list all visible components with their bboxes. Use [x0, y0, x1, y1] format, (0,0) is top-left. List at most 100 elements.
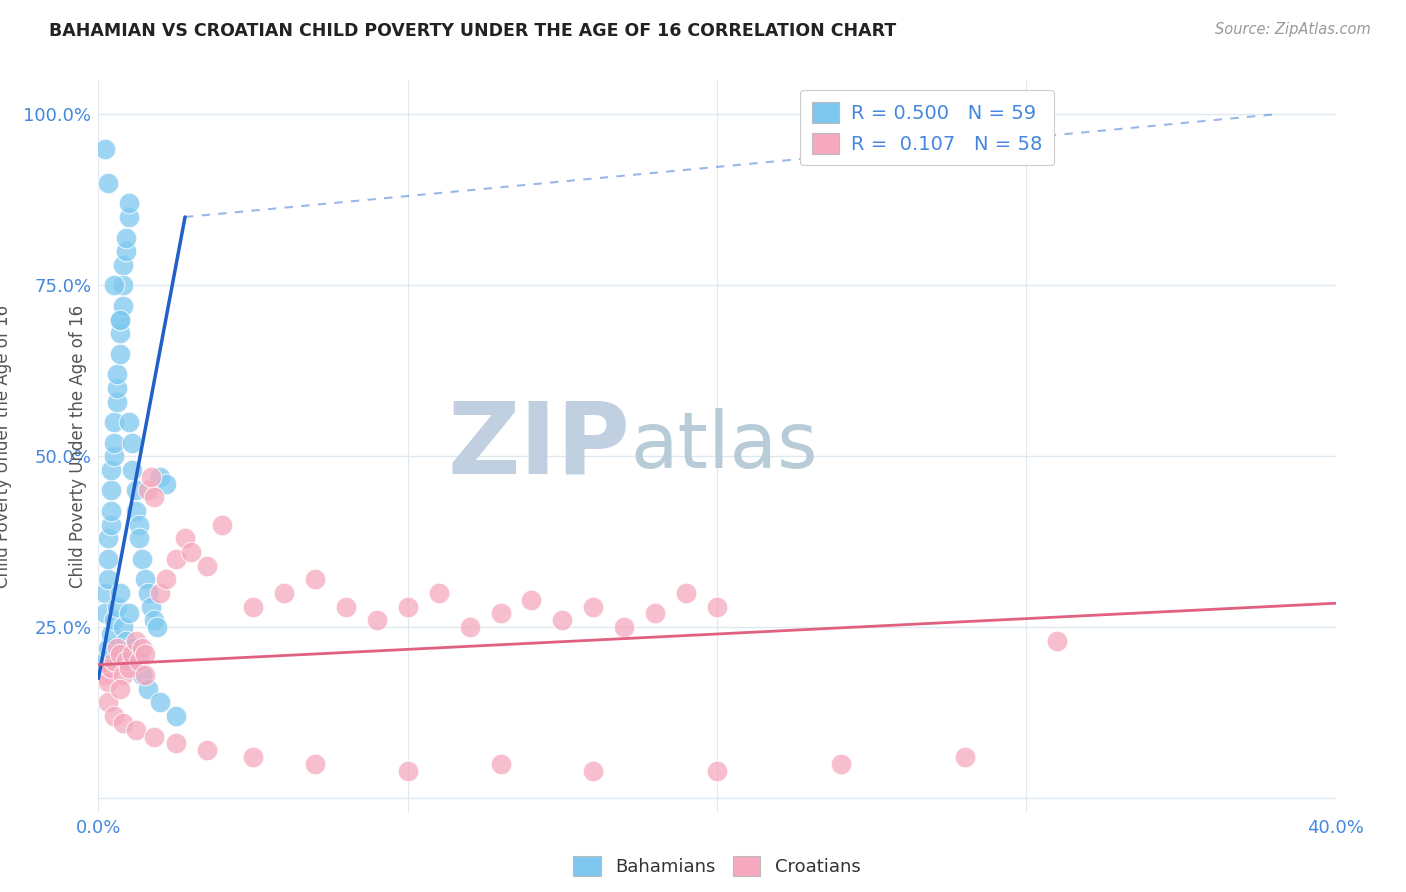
Point [118, 607, 141, 621]
Point [105, 381, 128, 395]
Point [112, 278, 135, 293]
Point [143, 613, 166, 627]
Point [335, 599, 357, 614]
Point [97, 176, 120, 190]
Point [195, 558, 218, 573]
Point [97, 551, 120, 566]
Point [108, 681, 131, 696]
Point [134, 668, 156, 682]
Point [953, 750, 976, 764]
Point [108, 312, 131, 326]
Point [112, 299, 135, 313]
Point [149, 469, 172, 483]
Point [105, 368, 128, 382]
Point [149, 586, 172, 600]
Point [706, 599, 728, 614]
Point [108, 312, 131, 326]
Point [146, 620, 169, 634]
Point [93, 668, 115, 682]
Point [97, 674, 120, 689]
Point [304, 572, 326, 586]
Point [112, 668, 135, 682]
Point [121, 648, 143, 662]
Point [304, 756, 326, 771]
Point [131, 551, 153, 566]
Point [165, 709, 187, 723]
Point [108, 586, 131, 600]
Point [136, 483, 159, 498]
Point [366, 613, 388, 627]
Point [124, 504, 146, 518]
Point [180, 545, 202, 559]
Point [551, 613, 574, 627]
Point [136, 681, 159, 696]
Point [118, 210, 141, 224]
Point [124, 483, 146, 498]
Y-axis label: Child Poverty Under the Age of 16: Child Poverty Under the Age of 16 [0, 304, 13, 588]
Point [93, 654, 115, 668]
Point [143, 730, 166, 744]
Point [134, 648, 156, 662]
Point [105, 394, 128, 409]
Point [100, 517, 122, 532]
Point [520, 592, 543, 607]
Point [108, 648, 131, 662]
Point [396, 764, 419, 778]
Point [115, 633, 138, 648]
Point [706, 764, 728, 778]
Point [100, 504, 122, 518]
Point [124, 723, 146, 737]
Point [131, 640, 153, 655]
Point [139, 469, 162, 483]
Point [427, 586, 450, 600]
Point [115, 244, 138, 259]
Point [149, 695, 172, 709]
Point [115, 654, 138, 668]
Text: Source: ZipAtlas.com: Source: ZipAtlas.com [1215, 22, 1371, 37]
Point [396, 599, 419, 614]
Point [211, 517, 233, 532]
Point [489, 607, 512, 621]
Point [136, 586, 159, 600]
Point [112, 258, 135, 272]
Point [97, 640, 120, 655]
Point [1046, 633, 1069, 648]
Point [644, 607, 666, 621]
Point [582, 599, 605, 614]
Point [134, 572, 156, 586]
Point [242, 599, 264, 614]
Point [103, 435, 125, 450]
Text: ZIP: ZIP [447, 398, 630, 494]
Point [143, 490, 166, 504]
Point [103, 278, 125, 293]
Point [139, 599, 162, 614]
Point [97, 695, 120, 709]
Point [118, 196, 141, 211]
Point [105, 599, 128, 614]
Point [97, 572, 120, 586]
Point [121, 640, 143, 655]
Point [489, 756, 512, 771]
Point [103, 709, 125, 723]
Point [128, 517, 150, 532]
Point [97, 531, 120, 545]
Point [128, 654, 150, 668]
Point [100, 463, 122, 477]
Point [675, 586, 697, 600]
Point [195, 743, 218, 757]
Legend: Bahamians, Croatians: Bahamians, Croatians [567, 849, 868, 883]
Point [121, 463, 143, 477]
Text: BAHAMIAN VS CROATIAN CHILD POVERTY UNDER THE AGE OF 16 CORRELATION CHART: BAHAMIAN VS CROATIAN CHILD POVERTY UNDER… [49, 22, 897, 40]
Point [121, 435, 143, 450]
Point [112, 620, 135, 634]
Point [103, 654, 125, 668]
Point [100, 483, 122, 498]
Point [103, 415, 125, 429]
Point [108, 326, 131, 341]
Text: atlas: atlas [630, 408, 818, 484]
Point [165, 551, 187, 566]
Point [273, 586, 295, 600]
Point [105, 640, 128, 655]
Point [93, 586, 115, 600]
Point [124, 633, 146, 648]
